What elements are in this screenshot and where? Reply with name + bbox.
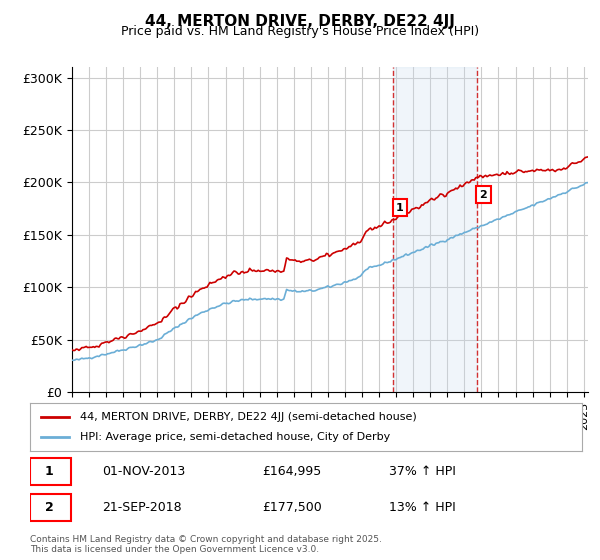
Text: 21-SEP-2018: 21-SEP-2018: [102, 501, 181, 514]
Text: 13% ↑ HPI: 13% ↑ HPI: [389, 501, 455, 514]
Text: £177,500: £177,500: [262, 501, 322, 514]
Bar: [393, 67, 476, 392]
Text: 01-NOV-2013: 01-NOV-2013: [102, 465, 185, 478]
Text: 44, MERTON DRIVE, DERBY, DE22 4JJ: 44, MERTON DRIVE, DERBY, DE22 4JJ: [145, 14, 455, 29]
FancyBboxPatch shape: [30, 494, 71, 521]
Text: Contains HM Land Registry data © Crown copyright and database right 2025.
This d: Contains HM Land Registry data © Crown c…: [30, 535, 382, 554]
Text: 2: 2: [45, 501, 53, 514]
Text: HPI: Average price, semi-detached house, City of Derby: HPI: Average price, semi-detached house,…: [80, 432, 390, 442]
Text: 44, MERTON DRIVE, DERBY, DE22 4JJ (semi-detached house): 44, MERTON DRIVE, DERBY, DE22 4JJ (semi-…: [80, 412, 416, 422]
FancyBboxPatch shape: [30, 458, 71, 485]
Text: 1: 1: [45, 465, 53, 478]
Text: 1: 1: [396, 203, 404, 213]
Text: Price paid vs. HM Land Registry's House Price Index (HPI): Price paid vs. HM Land Registry's House …: [121, 25, 479, 38]
Text: 37% ↑ HPI: 37% ↑ HPI: [389, 465, 455, 478]
Text: 2: 2: [479, 190, 487, 200]
Text: £164,995: £164,995: [262, 465, 321, 478]
